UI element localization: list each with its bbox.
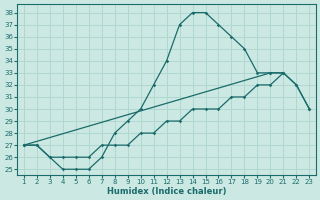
X-axis label: Humidex (Indice chaleur): Humidex (Indice chaleur) (107, 187, 226, 196)
